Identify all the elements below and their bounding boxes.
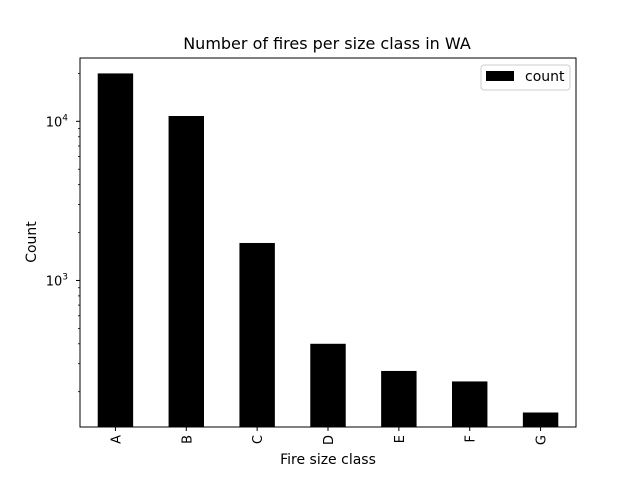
plot-frame [79,57,577,428]
y-tick-label: 104 [46,113,69,130]
legend: count [480,64,571,91]
bar-F [452,381,488,427]
bar-C [239,242,275,427]
bar-A [97,73,134,428]
x-tick-label: A [109,435,124,444]
legend-swatch [486,71,514,81]
x-tick-label: D [322,435,337,445]
legend-label: count [525,69,565,85]
chart-title: Number of fires per size class in WA [183,34,471,53]
bar-G [522,412,559,427]
y-tick-label: 103 [46,272,68,289]
y-axis-label: Count [24,221,40,263]
bar-E [381,370,417,427]
x-tick-label: F [464,435,479,442]
bar-D [310,343,346,427]
bars-group [97,73,559,428]
x-tick-label: B [180,435,195,444]
x-tick-label: E [393,435,408,443]
x-ticks-group: A B C D E F G [109,427,550,445]
bar-B [168,116,204,427]
x-axis-label: Fire size class [280,452,376,468]
x-tick-label: C [251,435,266,444]
x-tick-label: G [535,435,550,445]
